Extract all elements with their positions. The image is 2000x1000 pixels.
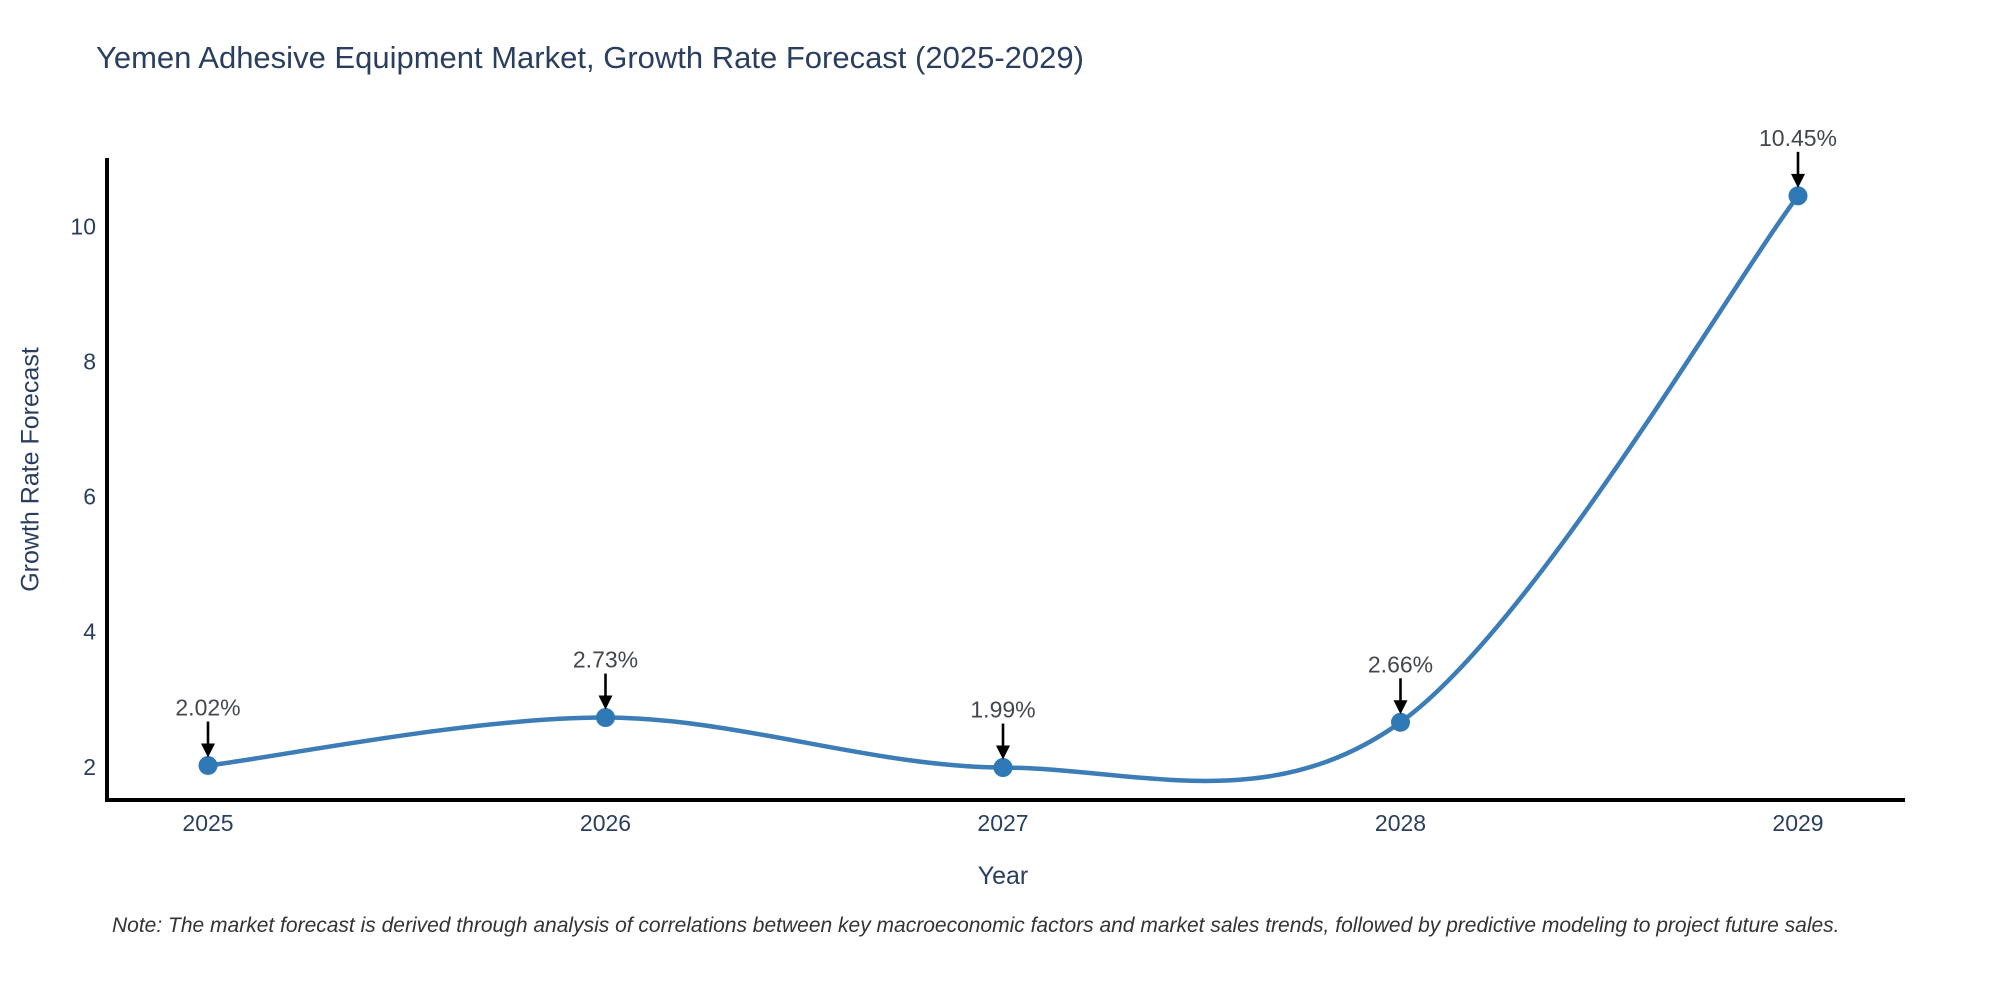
x-axis-title: Year: [977, 862, 1029, 890]
data-point-marker[interactable]: [596, 708, 615, 728]
y-tick-label: 8: [83, 348, 96, 374]
x-tick-label: 2029: [1772, 810, 1823, 836]
data-point-marker[interactable]: [993, 758, 1013, 778]
data-point-marker[interactable]: [198, 756, 218, 776]
chart-footnote: Note: The market forecast is derived thr…: [112, 914, 1840, 937]
x-tick-label: 2027: [977, 810, 1028, 836]
data-point-label: 2.73%: [573, 647, 638, 673]
x-tick-label: 2025: [182, 810, 233, 836]
x-tick-label: 2028: [1375, 810, 1426, 836]
x-tick-label: 2026: [580, 810, 631, 836]
annotation-arrowhead: [598, 695, 613, 710]
data-point-label: 2.66%: [1368, 651, 1433, 677]
data-point-marker[interactable]: [1788, 186, 1808, 206]
data-point-label: 1.99%: [970, 697, 1035, 723]
data-point-label: 2.02%: [175, 695, 240, 721]
data-point-marker[interactable]: [1391, 712, 1410, 732]
annotation-arrowhead: [201, 743, 215, 758]
forecast-line: [205, 193, 1801, 784]
chart-title: Yemen Adhesive Equipment Market, Growth …: [96, 40, 1084, 75]
y-tick-label: 2: [83, 754, 96, 780]
annotation-arrowhead: [1393, 700, 1408, 715]
annotation-arrowhead: [996, 745, 1010, 760]
y-tick-label: 10: [70, 213, 96, 239]
data-point-label: 10.45%: [1759, 125, 1837, 151]
y-tick-label: 4: [83, 619, 96, 645]
y-tick-label: 6: [83, 484, 96, 510]
annotation-arrowhead: [1791, 173, 1805, 188]
